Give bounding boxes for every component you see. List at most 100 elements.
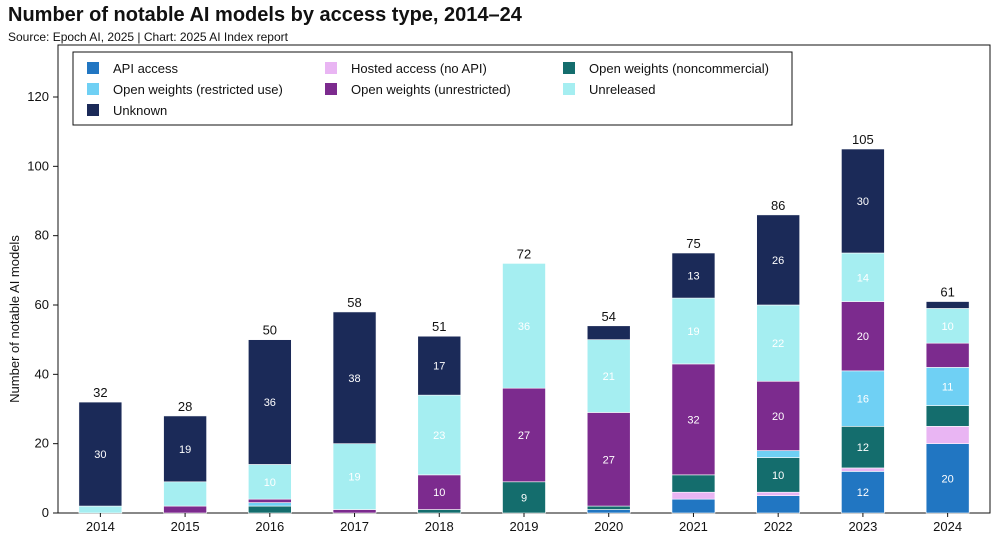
legend-swatch [325, 83, 337, 95]
bar-segment [925, 367, 970, 406]
bar-total-label: 86 [771, 198, 785, 213]
bar-data-label: 13 [687, 271, 699, 283]
x-tick-label: 2014 [86, 519, 115, 534]
bar-data-label: 27 [518, 430, 530, 442]
x-tick-label: 2020 [594, 519, 623, 534]
bar-data-label: 22 [772, 338, 784, 350]
legend-label: Open weights (noncommercial) [589, 61, 769, 76]
y-tick-label: 120 [27, 89, 49, 104]
bar-segment [841, 252, 885, 302]
bar-segment [925, 301, 970, 309]
bar-total-label: 75 [686, 236, 700, 251]
bar-segment [417, 335, 462, 396]
bar-segment [756, 491, 800, 496]
x-tick-label: 2017 [340, 519, 369, 534]
legend-swatch [563, 62, 575, 74]
bar-data-label: 17 [433, 361, 445, 373]
bar-segment [756, 457, 800, 493]
bar-total-label: 28 [178, 399, 192, 414]
bar-data-label: 9 [521, 492, 527, 504]
x-tick-label: 2019 [510, 519, 539, 534]
legend-swatch [87, 104, 99, 116]
legend-swatch [87, 83, 99, 95]
x-tick-label: 2016 [255, 519, 284, 534]
legend-box [72, 51, 793, 126]
bar-segment [502, 387, 546, 483]
bar-total-label: 72 [517, 246, 531, 261]
y-tick-label: 0 [42, 505, 49, 520]
x-tick-label: 2015 [171, 519, 200, 534]
x-tick-label: 2022 [764, 519, 793, 534]
bar-data-label: 16 [857, 394, 869, 406]
legend-label: Open weights (restricted use) [113, 82, 283, 97]
bar-segment [671, 363, 716, 476]
bar-total-label: 61 [940, 285, 954, 300]
bar-data-label: 10 [264, 477, 276, 489]
bar-segment [586, 325, 631, 340]
bar-segment [756, 304, 800, 382]
bar-segment [502, 481, 546, 514]
bar-segment [925, 405, 970, 427]
bar-segment [502, 263, 546, 389]
bar-segment [332, 509, 377, 514]
bar-segment [248, 502, 292, 507]
legend-label: API access [113, 61, 179, 76]
chart-subtitle: Source: Epoch AI, 2025 | Chart: 2025 AI … [8, 30, 288, 44]
bar-segment [586, 412, 631, 507]
x-tick-label: 2018 [425, 519, 454, 534]
bar-data-label: 36 [518, 321, 530, 333]
bar-segment [248, 498, 292, 503]
legend-label: Open weights (unrestricted) [351, 82, 511, 97]
y-tick-label: 80 [35, 228, 49, 243]
legend-label: Unknown [113, 103, 167, 118]
bar-total-label: 105 [852, 132, 874, 147]
y-tick-label: 40 [35, 366, 49, 381]
bar-segment [841, 301, 885, 372]
bar-segment [841, 471, 885, 514]
bar-segment [841, 426, 885, 469]
bar-data-label: 38 [348, 373, 360, 385]
bar-data-label: 27 [603, 454, 615, 466]
y-axis-label: Number of notable AI models [7, 235, 22, 403]
bar-total-label: 58 [347, 295, 361, 310]
bar-data-label: 32 [687, 414, 699, 426]
bar-segment [586, 339, 631, 413]
bar-data-label: 23 [433, 430, 445, 442]
bar-data-label: 21 [603, 371, 615, 383]
bar-segment [841, 148, 885, 254]
bar-data-label: 19 [348, 472, 360, 484]
bar-segment [925, 443, 970, 514]
bar-segment [586, 509, 631, 514]
bar-total-label: 54 [601, 309, 615, 324]
bar-data-label: 20 [772, 411, 784, 423]
bar-segment [841, 370, 885, 427]
legend-swatch [325, 62, 337, 74]
y-tick-label: 20 [35, 436, 49, 451]
bar-data-label: 19 [687, 326, 699, 338]
bar-data-label: 12 [857, 442, 869, 454]
bar-data-label: 26 [772, 255, 784, 267]
bar-segment [332, 443, 377, 510]
bar-data-label: 20 [857, 331, 869, 343]
bar-segment [756, 214, 800, 306]
bar-segment [671, 252, 716, 299]
bar-data-label: 19 [179, 444, 191, 456]
x-tick-label: 2021 [679, 519, 708, 534]
y-tick-label: 60 [35, 297, 49, 312]
bar-segment [248, 505, 292, 514]
bar-data-label: 10 [772, 470, 784, 482]
legend-swatch [87, 62, 99, 74]
bar-total-label: 32 [93, 385, 107, 400]
bar-segment [671, 498, 716, 514]
bar-segment [417, 394, 462, 476]
bar-segment [925, 308, 970, 344]
bar-data-label: 20 [942, 473, 954, 485]
bar-total-label: 50 [263, 323, 277, 338]
bar-segment [756, 495, 800, 514]
bar-segment [417, 474, 462, 510]
legend-label: Hosted access (no API) [351, 61, 487, 76]
bar-segment [417, 509, 462, 514]
bar-data-label: 12 [857, 487, 869, 499]
bar-segment [841, 467, 885, 472]
bar-segment [756, 450, 800, 458]
